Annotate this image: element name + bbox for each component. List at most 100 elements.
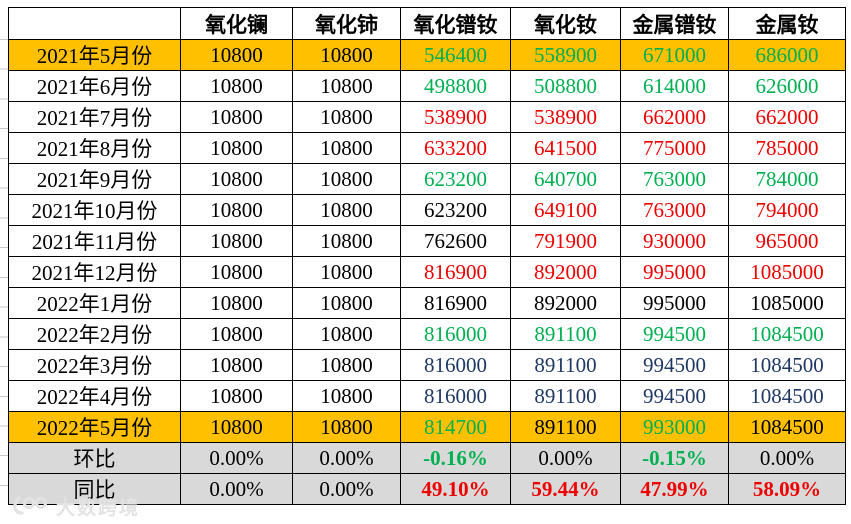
value-cell: 784000 <box>728 163 846 195</box>
value-cell: 10800 <box>180 194 293 226</box>
value-cell: 10800 <box>292 411 401 443</box>
value-cell: 785000 <box>728 132 846 164</box>
month-row: 2022年3月份 10800 10800 816000 891100 994500 1084… <box>8 349 846 381</box>
value-cell: 10800 <box>292 349 401 381</box>
column-header: 氧化镧 <box>180 7 293 40</box>
value-cell: 623200 <box>400 194 511 226</box>
value-cell: 58.09% <box>728 473 846 505</box>
value-cell: 538900 <box>510 101 621 133</box>
value-cell: 994500 <box>620 318 729 350</box>
value-cell: 640700 <box>510 163 621 195</box>
value-cell: 10800 <box>292 132 401 164</box>
sheet-gridline-ticks-left <box>0 39 8 486</box>
value-cell: 10800 <box>180 163 293 195</box>
row-label: 环比 <box>8 442 181 474</box>
value-cell: 1084500 <box>728 411 846 443</box>
column-header: 氧化钕 <box>510 7 621 40</box>
value-cell: 614000 <box>620 70 729 102</box>
value-cell: 0.00% <box>510 442 621 474</box>
value-cell: 10800 <box>180 411 293 443</box>
row-label: 2021年8月份 <box>8 132 181 164</box>
value-cell: 10800 <box>180 39 293 71</box>
value-cell: 994500 <box>620 349 729 381</box>
value-cell: 791900 <box>510 225 621 257</box>
value-cell: 0.00% <box>292 473 401 505</box>
value-cell: 546400 <box>400 39 511 71</box>
value-cell: 930000 <box>620 225 729 257</box>
month-row: 2021年11月份 10800 10800 762600 791900 930000 965… <box>8 225 846 257</box>
month-row: 2021年12月份 10800 10800 816900 892000 995000 108… <box>8 256 846 288</box>
column-header: 金属镨钕 <box>620 7 729 40</box>
value-cell: 0.00% <box>180 442 293 474</box>
ratio-row: 环比 0.00% 0.00% -0.16% 0.00% -0.15% 0.00% <box>8 442 846 474</box>
row-label: 2021年10月份 <box>8 194 181 226</box>
value-cell: 1085000 <box>728 256 846 288</box>
ratio-row: 同比 0.00% 0.00% 49.10% 59.44% 47.99% 58.09% <box>8 473 846 505</box>
month-row: 2021年6月份 10800 10800 498800 508800 614000 6260… <box>8 70 846 102</box>
value-cell: 892000 <box>510 287 621 319</box>
value-cell: 10800 <box>292 101 401 133</box>
value-cell: 649100 <box>510 194 621 226</box>
value-cell: 671000 <box>620 39 729 71</box>
row-label: 2022年1月份 <box>8 287 181 319</box>
value-cell: 10800 <box>180 225 293 257</box>
value-cell: 891100 <box>510 380 621 412</box>
month-row: 2022年4月份 10800 10800 816000 891100 994500 1084… <box>8 380 846 412</box>
row-label: 2022年3月份 <box>8 349 181 381</box>
month-row: 2022年2月份 10800 10800 816000 891100 994500 1084… <box>8 318 846 350</box>
value-cell: 10800 <box>180 256 293 288</box>
row-label: 2022年5月份 <box>8 411 181 443</box>
value-cell: 762600 <box>400 225 511 257</box>
value-cell: 59.44% <box>510 473 621 505</box>
value-cell: 686000 <box>728 39 846 71</box>
watermark: 大数跨境 <box>10 494 140 519</box>
value-cell: 763000 <box>620 163 729 195</box>
value-cell: 1085000 <box>728 287 846 319</box>
value-cell: 993000 <box>620 411 729 443</box>
value-cell: 816000 <box>400 349 511 381</box>
value-cell: 662000 <box>728 101 846 133</box>
value-cell: 10800 <box>292 380 401 412</box>
value-cell: 623200 <box>400 163 511 195</box>
value-cell: 995000 <box>620 287 729 319</box>
value-cell: 538900 <box>400 101 511 133</box>
value-cell: 10800 <box>292 194 401 226</box>
value-cell: 47.99% <box>620 473 729 505</box>
month-row: 2021年8月份 10800 10800 633200 641500 775000 7850… <box>8 132 846 164</box>
value-cell: 891100 <box>510 411 621 443</box>
value-cell: 49.10% <box>400 473 511 505</box>
value-cell: 1084500 <box>728 349 846 381</box>
row-label: 2021年7月份 <box>8 101 181 133</box>
value-cell: 626000 <box>728 70 846 102</box>
month-row: 2021年7月份 10800 10800 538900 538900 662000 6620… <box>8 101 846 133</box>
value-cell: 994500 <box>620 380 729 412</box>
value-cell: 10800 <box>180 380 293 412</box>
value-cell: 10800 <box>292 287 401 319</box>
value-cell: 816900 <box>400 287 511 319</box>
value-cell: 891100 <box>510 318 621 350</box>
value-cell: 10800 <box>180 101 293 133</box>
value-cell: 508800 <box>510 70 621 102</box>
value-cell: 775000 <box>620 132 729 164</box>
value-cell: 0.00% <box>292 442 401 474</box>
value-cell: 641500 <box>510 132 621 164</box>
row-label: 2021年12月份 <box>8 256 181 288</box>
row-label: 2022年2月份 <box>8 318 181 350</box>
dashu-100-logo-icon <box>10 495 50 517</box>
value-cell: 816900 <box>400 256 511 288</box>
value-cell: 1084500 <box>728 380 846 412</box>
value-cell: 10800 <box>180 70 293 102</box>
value-cell: 891100 <box>510 349 621 381</box>
corner-cell <box>8 7 181 40</box>
price-table: 氧化镧 氧化铈 氧化镨钕 氧化钕 金属镨钕 金属钕 2021年5月份 10800 10800 54… <box>8 7 846 505</box>
value-cell: 498800 <box>400 70 511 102</box>
value-cell: 0.00% <box>728 442 846 474</box>
value-cell: -0.15% <box>620 442 729 474</box>
value-cell: 10800 <box>292 225 401 257</box>
row-label: 2021年6月份 <box>8 70 181 102</box>
value-cell: 10800 <box>292 256 401 288</box>
value-cell: 10800 <box>292 39 401 71</box>
value-cell: 763000 <box>620 194 729 226</box>
value-cell: 662000 <box>620 101 729 133</box>
month-row: 2022年1月份 10800 10800 816900 892000 995000 1085… <box>8 287 846 319</box>
